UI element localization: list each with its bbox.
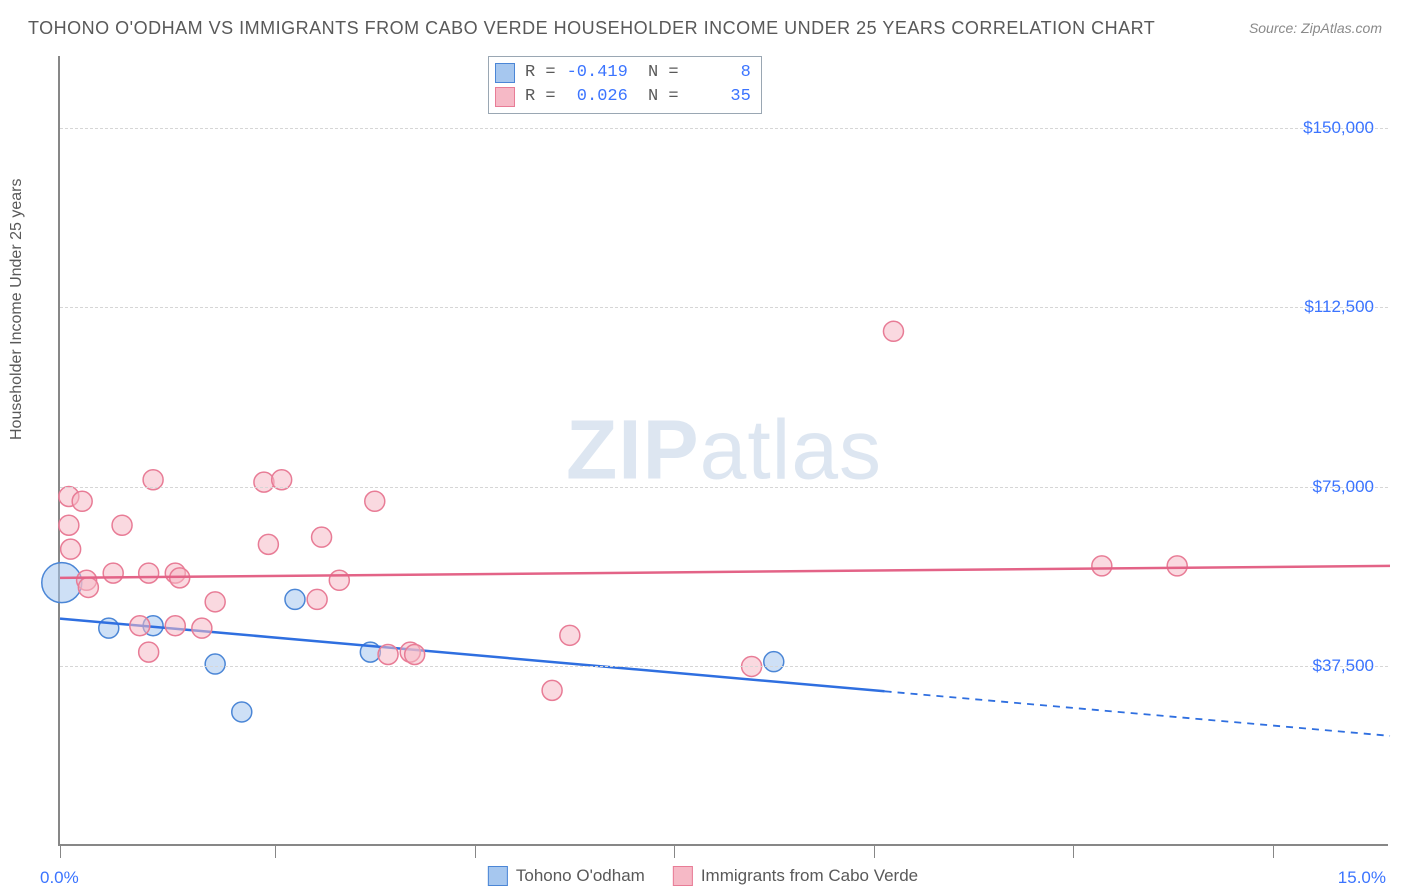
legend-swatch	[495, 87, 515, 107]
y-tick-label: $150,000	[1303, 118, 1374, 138]
data-point	[130, 616, 150, 636]
gridline	[60, 307, 1388, 308]
legend-label: Immigrants from Cabo Verde	[701, 866, 918, 886]
data-point	[254, 472, 274, 492]
data-point	[405, 644, 425, 664]
data-point	[258, 534, 278, 554]
legend-swatch	[495, 63, 515, 83]
data-point	[112, 515, 132, 535]
data-point	[192, 618, 212, 638]
series-legend: Tohono O'odham Immigrants from Cabo Verde	[488, 866, 918, 886]
y-tick-label: $112,500	[1304, 297, 1374, 317]
data-point	[883, 321, 903, 341]
legend-item: Tohono O'odham	[488, 866, 645, 886]
data-point	[1167, 556, 1187, 576]
gridline	[60, 666, 1388, 667]
chart-svg	[60, 56, 1388, 844]
y-tick-label: $37,500	[1313, 656, 1374, 676]
data-point	[285, 589, 305, 609]
source-attribution: Source: ZipAtlas.com	[1249, 20, 1382, 36]
data-point	[232, 702, 252, 722]
data-point	[72, 491, 92, 511]
data-point	[307, 589, 327, 609]
data-point	[560, 625, 580, 645]
x-tick	[874, 844, 875, 858]
data-point	[61, 539, 81, 559]
data-point	[329, 570, 349, 590]
plot-area: ZIPatlas $37,500$75,000$112,500$150,000	[58, 56, 1388, 846]
y-tick-label: $75,000	[1313, 477, 1374, 497]
data-point	[165, 616, 185, 636]
data-point	[139, 563, 159, 583]
data-point	[365, 491, 385, 511]
x-tick	[475, 844, 476, 858]
data-point	[139, 642, 159, 662]
data-point	[764, 652, 784, 672]
legend-label: Tohono O'odham	[516, 866, 645, 886]
correlation-legend: R = -0.419 N = 8R = 0.026 N = 35	[488, 56, 762, 114]
legend-swatch	[673, 866, 693, 886]
legend-stat-row: R = 0.026 N = 35	[495, 85, 751, 109]
data-point	[42, 563, 82, 603]
x-tick	[275, 844, 276, 858]
x-tick	[60, 844, 61, 858]
legend-swatch	[488, 866, 508, 886]
chart-title: TOHONO O'ODHAM VS IMMIGRANTS FROM CABO V…	[28, 18, 1155, 39]
gridline	[60, 487, 1388, 488]
data-point	[59, 515, 79, 535]
trend-line-extrapolated	[885, 691, 1390, 736]
x-tick	[1073, 844, 1074, 858]
data-point	[205, 654, 225, 674]
gridline	[60, 128, 1388, 129]
x-axis-min-label: 0.0%	[40, 868, 79, 888]
data-point	[205, 592, 225, 612]
data-point	[1092, 556, 1112, 576]
x-tick	[1273, 844, 1274, 858]
data-point	[542, 680, 562, 700]
legend-item: Immigrants from Cabo Verde	[673, 866, 918, 886]
legend-stat-row: R = -0.419 N = 8	[495, 61, 751, 85]
data-point	[312, 527, 332, 547]
data-point	[78, 577, 98, 597]
data-point	[103, 563, 123, 583]
x-axis-max-label: 15.0%	[1338, 868, 1386, 888]
x-tick	[674, 844, 675, 858]
data-point	[378, 644, 398, 664]
y-axis-label: Householder Income Under 25 years	[8, 179, 26, 440]
trend-line	[60, 566, 1390, 578]
